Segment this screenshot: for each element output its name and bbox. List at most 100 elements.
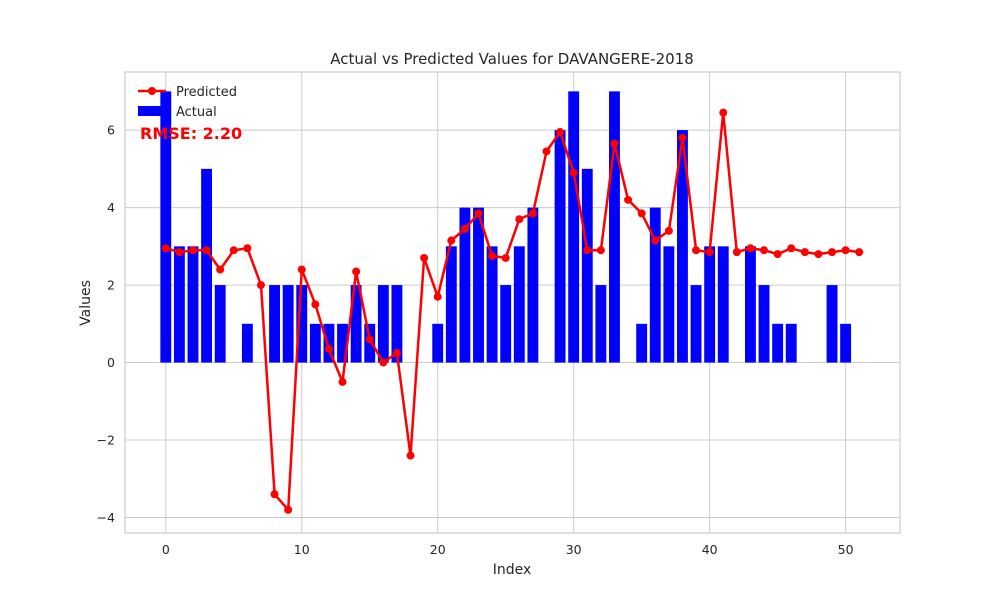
actual-bar <box>432 323 444 363</box>
predicted-point <box>814 250 823 259</box>
actual-bar <box>568 91 580 363</box>
predicted-point <box>637 209 646 218</box>
predicted-point <box>324 344 333 353</box>
actual-bar <box>663 246 675 363</box>
legend-actual-label: Actual <box>176 105 217 120</box>
actual-bar <box>201 168 213 363</box>
predicted-point <box>528 209 537 218</box>
actual-bar <box>282 285 294 363</box>
predicted-point <box>800 248 809 257</box>
predicted-point <box>474 209 483 218</box>
predicted-point <box>488 252 497 261</box>
legend-predicted-label: Predicted <box>176 85 237 100</box>
predicted-point <box>365 335 374 344</box>
legend: Predicted Actual <box>138 85 237 120</box>
predicted-series-line <box>165 111 860 512</box>
actual-bar <box>187 246 199 363</box>
actual-bar <box>160 91 172 363</box>
predicted-point <box>447 236 456 245</box>
actual-bar <box>241 323 253 363</box>
actual-bar <box>690 285 702 363</box>
predicted-point <box>719 108 728 117</box>
actual-bar <box>772 323 784 363</box>
predicted-point <box>855 248 864 257</box>
predicted-point <box>732 248 741 257</box>
x-tick-label: 20 <box>430 542 446 557</box>
actual-bar <box>500 285 512 363</box>
predicted-point <box>664 226 673 235</box>
predicted-point <box>828 248 837 257</box>
predicted-point <box>610 139 619 148</box>
predicted-point <box>161 244 170 253</box>
actual-bar <box>717 246 729 363</box>
y-tick-label: 0 <box>107 355 115 370</box>
predicted-point <box>420 253 429 262</box>
x-tick-label: 30 <box>566 542 582 557</box>
actual-bar <box>527 207 539 363</box>
actual-bar <box>649 207 661 363</box>
y-tick-label: 2 <box>107 278 115 293</box>
predicted-point <box>188 246 197 255</box>
predicted-point <box>338 377 347 386</box>
actual-bar <box>486 246 498 363</box>
y-tick-label: 6 <box>107 123 115 138</box>
predicted-point <box>515 215 524 224</box>
actual-bar <box>269 285 280 363</box>
x-tick-label: 10 <box>294 542 310 557</box>
predicted-point <box>202 246 211 255</box>
predicted-point <box>760 246 769 255</box>
actual-bar <box>826 285 838 363</box>
plot-frame <box>124 71 901 534</box>
actual-bar <box>337 323 348 363</box>
actual-bar <box>309 323 321 363</box>
predicted-point <box>773 250 782 259</box>
predicted-point <box>175 248 184 257</box>
actual-bar <box>704 246 716 363</box>
actual-bar <box>377 285 389 363</box>
x-tick-label: 50 <box>838 542 854 557</box>
x-axis-label: Index <box>493 562 532 578</box>
y-axis-label: Values <box>78 280 94 326</box>
actual-bar <box>445 246 457 363</box>
actual-bar <box>758 285 770 363</box>
predicted-point <box>229 246 238 255</box>
x-tick-label: 40 <box>702 542 718 557</box>
actual-bar <box>391 285 403 363</box>
predicted-point <box>392 348 401 357</box>
predicted-point <box>705 248 714 257</box>
actual-bar <box>350 285 362 363</box>
predicted-point <box>460 224 469 233</box>
actual-bar <box>595 285 607 363</box>
actual-bar <box>785 323 797 363</box>
predicted-point <box>787 244 796 253</box>
actual-bar <box>840 323 852 363</box>
predicted-point <box>243 244 252 253</box>
predicted-point <box>651 236 660 245</box>
predicted-point <box>406 451 415 460</box>
actual-bar <box>636 323 648 363</box>
predicted-line <box>161 108 864 514</box>
predicted-point <box>311 300 320 309</box>
actual-bar <box>745 246 756 363</box>
predicted-point <box>678 133 687 142</box>
actual-bar <box>609 91 620 363</box>
actual-bar <box>459 207 471 363</box>
legend-actual-swatch <box>138 106 166 116</box>
y-ticks: −4 −2 0 2 4 6 <box>97 123 115 525</box>
predicted-point <box>256 281 265 290</box>
predicted-point <box>270 490 279 499</box>
predicted-point <box>556 128 565 137</box>
actual-bar <box>296 285 308 363</box>
legend-predicted-marker <box>148 87 156 95</box>
actual-bar <box>581 168 593 363</box>
grid <box>125 72 900 533</box>
predicted-point <box>501 253 510 262</box>
x-ticks: 0 10 20 30 40 50 <box>162 542 854 557</box>
y-tick-label: −2 <box>97 433 115 448</box>
x-tick-label: 0 <box>162 542 170 557</box>
predicted-point <box>216 265 225 274</box>
predicted-point <box>583 246 592 255</box>
rmse-annotation: RMSE: 2.20 <box>140 124 242 143</box>
actual-bar <box>554 130 566 363</box>
actual-bar <box>513 246 525 363</box>
